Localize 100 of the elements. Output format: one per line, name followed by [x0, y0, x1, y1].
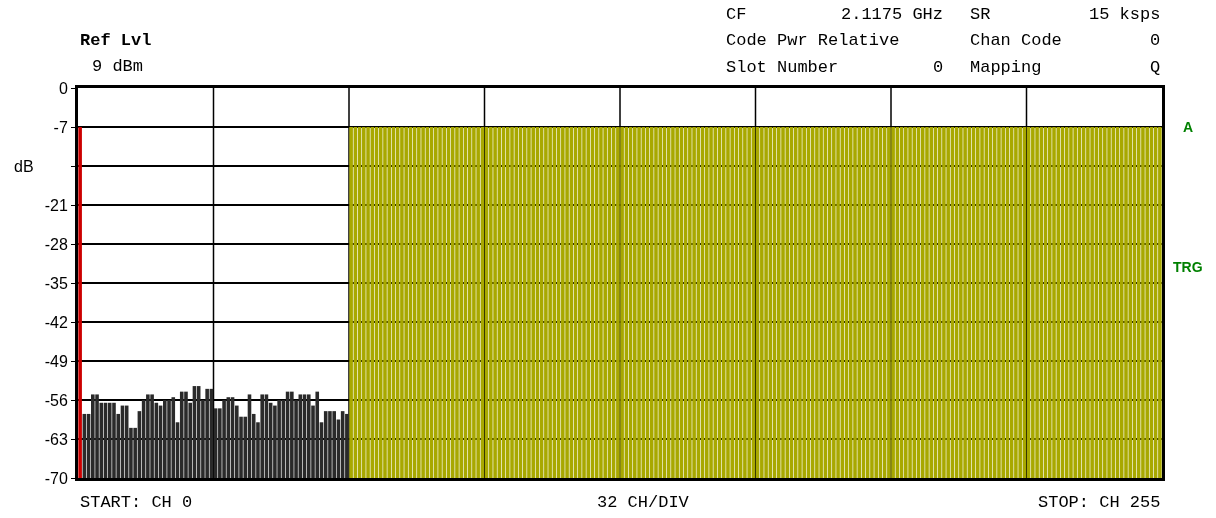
bar	[798, 127, 802, 478]
bar	[1128, 127, 1133, 478]
bar	[920, 127, 925, 478]
bar	[1124, 127, 1128, 478]
bar	[997, 127, 1001, 478]
bar	[1103, 127, 1107, 478]
bar	[472, 127, 476, 478]
y-tick-label: -7	[53, 118, 68, 136]
bar	[946, 127, 950, 478]
text: Slot Number	[726, 58, 839, 77]
bar	[802, 127, 806, 478]
bar	[548, 127, 552, 478]
bar	[442, 127, 447, 478]
bar	[184, 391, 188, 478]
y-tick-label: -70	[44, 469, 68, 487]
bar	[328, 411, 332, 478]
bar	[1158, 127, 1162, 478]
bar	[980, 127, 984, 478]
text: 15 ksps	[1089, 5, 1161, 24]
bar	[776, 127, 781, 478]
bar	[459, 127, 464, 478]
bar	[976, 127, 980, 478]
bar	[514, 127, 519, 478]
bar	[904, 127, 908, 478]
bar	[510, 127, 514, 478]
bar	[1090, 127, 1094, 478]
bar	[760, 127, 764, 478]
bar	[654, 127, 658, 478]
bar	[167, 400, 171, 478]
bar	[1136, 127, 1141, 478]
bar	[1018, 127, 1022, 478]
text: 9 dBm	[92, 57, 144, 76]
bar	[671, 127, 675, 478]
bar	[853, 127, 857, 478]
y-tick-label: -42	[44, 313, 68, 331]
text: START: CH 0	[80, 493, 193, 512]
bar	[793, 127, 798, 478]
bar	[747, 127, 751, 478]
bar	[1064, 127, 1069, 478]
bar	[222, 400, 226, 478]
bar	[641, 127, 646, 478]
bar	[387, 127, 392, 478]
text: 2.1175 GHz	[841, 5, 944, 24]
text: SR	[970, 5, 991, 24]
bar	[1035, 127, 1039, 478]
bar	[323, 411, 328, 478]
bar	[404, 127, 408, 478]
text: TRG	[1173, 259, 1203, 275]
bar	[476, 127, 480, 478]
bar	[959, 127, 963, 478]
bar	[1119, 127, 1124, 478]
bar	[306, 394, 311, 478]
bar	[150, 394, 154, 478]
bar	[594, 127, 599, 478]
bar	[929, 127, 934, 478]
text: Q	[1150, 58, 1161, 77]
bar	[781, 127, 785, 478]
bar	[713, 127, 718, 478]
bar	[205, 388, 209, 478]
bar	[383, 127, 387, 478]
bar	[819, 127, 823, 478]
bar	[290, 391, 294, 478]
text: 0	[933, 58, 944, 77]
bar	[370, 127, 375, 478]
bar	[277, 400, 281, 478]
text: Chan Code	[970, 31, 1062, 50]
bar	[1047, 127, 1052, 478]
bar	[891, 127, 895, 478]
bar	[531, 127, 535, 478]
bar	[577, 127, 582, 478]
y-tick-label: -63	[44, 430, 68, 448]
bar	[1145, 127, 1149, 478]
bar	[163, 400, 167, 478]
bar	[658, 127, 663, 478]
text: 32 CH/DIV	[597, 493, 690, 512]
text: STOP: CH 255	[1038, 493, 1161, 512]
bar	[1052, 127, 1056, 478]
bar	[675, 127, 679, 478]
y-tick-label: -28	[44, 235, 68, 253]
bar	[565, 127, 569, 478]
bar	[688, 127, 692, 478]
bar	[366, 127, 370, 478]
bar	[179, 391, 184, 478]
bar	[561, 127, 565, 478]
bar	[527, 127, 531, 478]
bar	[1014, 127, 1018, 478]
bar	[505, 127, 510, 478]
bar	[450, 127, 455, 478]
bar	[832, 127, 836, 478]
y-tick-label: -21	[44, 196, 68, 214]
bar	[726, 127, 730, 478]
y-tick-label: -49	[44, 352, 68, 370]
bar	[616, 127, 620, 478]
text: CF	[726, 5, 747, 24]
bar	[705, 127, 709, 478]
bar	[378, 127, 383, 478]
bar	[112, 402, 116, 478]
y-tick-label: 0	[58, 79, 68, 97]
bar	[908, 127, 912, 478]
bar	[620, 127, 624, 478]
